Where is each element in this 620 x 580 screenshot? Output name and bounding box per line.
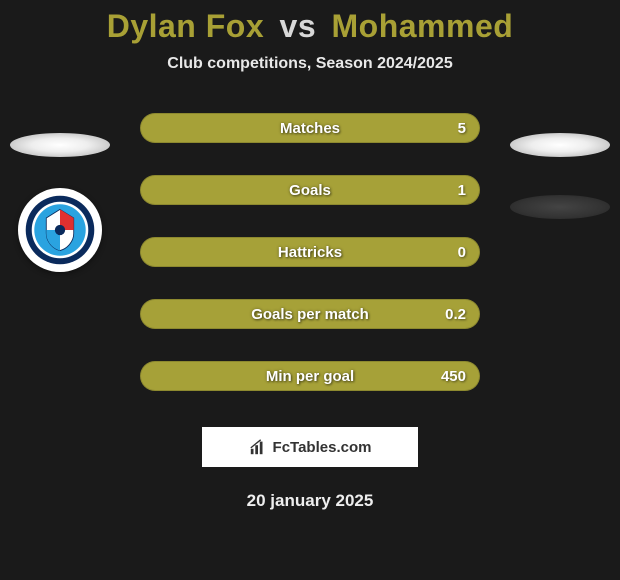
stat-bar: Goals 1 [140, 175, 480, 205]
stat-label: Goals [140, 182, 480, 199]
player2-name: Mohammed [332, 8, 514, 44]
date-text: 20 january 2025 [0, 491, 620, 511]
brand-text: FcTables.com [273, 439, 372, 456]
stat-label: Hattricks [140, 244, 480, 261]
vs-text: vs [274, 8, 323, 44]
stat-bar: Min per goal 450 [140, 361, 480, 391]
stat-row: Goals per match 0.2 [10, 291, 610, 337]
brand-box: FcTables.com [202, 427, 418, 467]
chart-icon [249, 438, 267, 456]
player1-name: Dylan Fox [107, 8, 264, 44]
stat-value: 450 [441, 368, 466, 385]
stat-bar: Goals per match 0.2 [140, 299, 480, 329]
page-title: Dylan Fox vs Mohammed [0, 8, 620, 45]
subtitle: Club competitions, Season 2024/2025 [0, 55, 620, 73]
stat-value: 0 [458, 244, 466, 261]
infographic-container: Dylan Fox vs Mohammed Club competitions,… [0, 0, 620, 580]
stat-row: Min per goal 450 [10, 353, 610, 399]
stat-bar: Hattricks 0 [140, 237, 480, 267]
stat-row: Goals 1 [10, 167, 610, 213]
stat-label: Min per goal [140, 368, 480, 385]
stat-value: 1 [458, 182, 466, 199]
stat-row: Matches 5 [10, 105, 610, 151]
stat-value: 0.2 [445, 306, 466, 323]
stats-list: Matches 5 Goals 1 Hattricks 0 Goals pe [0, 105, 620, 399]
stat-label: Goals per match [140, 306, 480, 323]
stat-bar: Matches 5 [140, 113, 480, 143]
stat-value: 5 [458, 120, 466, 137]
stat-label: Matches [140, 120, 480, 137]
stat-row: Hattricks 0 [10, 229, 610, 275]
